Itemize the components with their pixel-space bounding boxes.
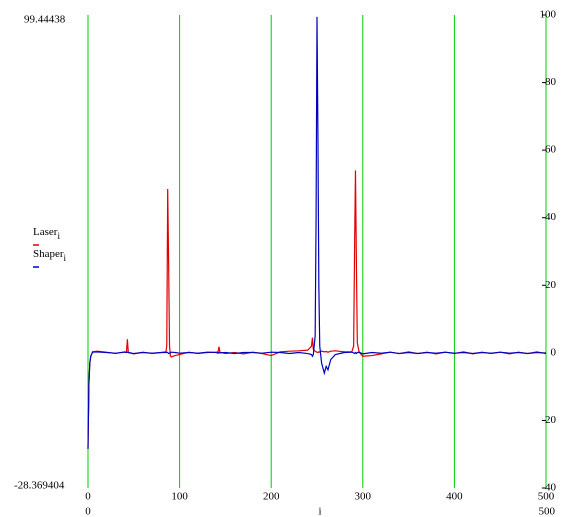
x-lower-marker: 0 <box>85 506 91 517</box>
y-tick-label: 0 <box>551 346 557 358</box>
y-tick-label: 80 <box>545 76 557 88</box>
legend-label: Shaperi <box>33 248 67 264</box>
y-tick-label: -20 <box>541 414 556 426</box>
y-tick-label: 40 <box>545 211 557 223</box>
y-tick-label: 20 <box>545 279 557 291</box>
legend-subscript: i <box>57 231 60 241</box>
x-tick-label: 400 <box>446 491 463 503</box>
legend-name: Shaper <box>33 248 64 260</box>
series-line <box>87 170 547 449</box>
y-tick-label: 60 <box>545 144 557 156</box>
y-upper-marker: 99.44438 <box>24 14 66 26</box>
series-line <box>87 16 547 449</box>
y-tick-label: 100 <box>540 9 557 21</box>
x-tick-label: 0 <box>85 491 91 503</box>
legend-label: Laseri <box>33 226 60 242</box>
y-lower-marker: -28.369404 <box>14 480 65 492</box>
x-upper-marker: 500 <box>539 506 556 517</box>
x-tick-label: 100 <box>171 491 188 503</box>
legend-name: Laser <box>33 226 58 238</box>
y-tick-label: -40 <box>541 482 556 494</box>
x-tick-label: 300 <box>355 491 372 503</box>
x-axis-label: i <box>318 506 321 517</box>
x-tick-label: 200 <box>263 491 280 503</box>
x-tick-label: 500 <box>538 491 555 503</box>
legend-subscript: i <box>64 253 67 263</box>
